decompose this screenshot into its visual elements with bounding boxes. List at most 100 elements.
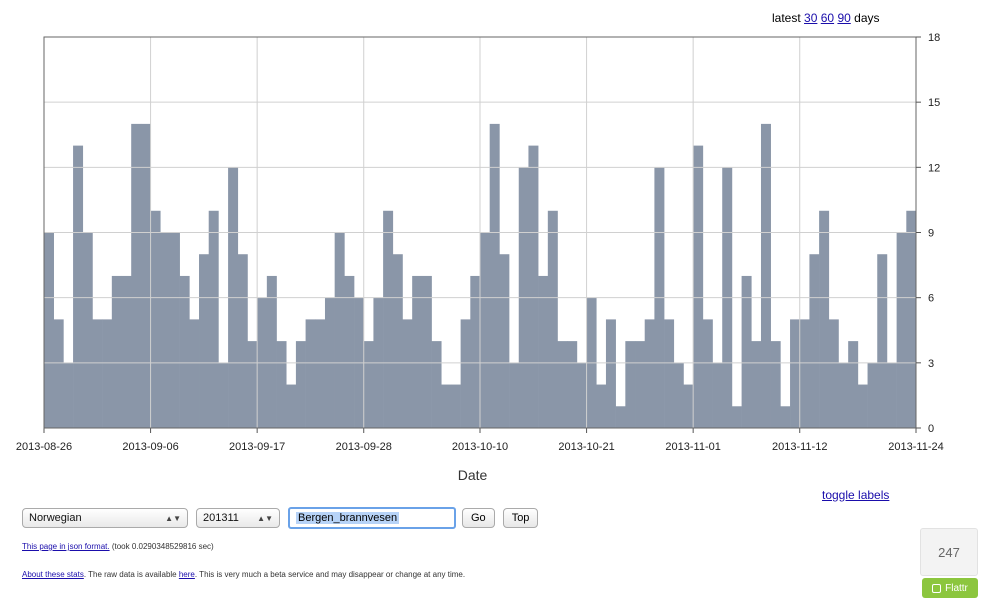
bar xyxy=(906,210,917,428)
x-tick-label: 2013-10-21 xyxy=(558,441,614,453)
timing-text: (took 0.0290348529816 sec) xyxy=(111,542,214,551)
bar xyxy=(431,341,442,428)
bar xyxy=(247,341,258,428)
range-30-link[interactable]: 30 xyxy=(804,11,818,25)
bar xyxy=(344,275,355,428)
range-90-link[interactable]: 90 xyxy=(837,11,851,25)
x-tick-label: 2013-10-10 xyxy=(452,441,508,453)
bar xyxy=(334,232,345,428)
bar xyxy=(121,275,132,428)
bar xyxy=(460,319,471,428)
days-label: days xyxy=(854,11,880,25)
bar xyxy=(412,275,423,428)
top-button[interactable]: Top xyxy=(502,508,539,528)
bar xyxy=(567,341,578,428)
bar xyxy=(140,123,151,428)
x-tick-label: 2013-11-01 xyxy=(665,441,720,453)
bar xyxy=(44,232,54,428)
bar xyxy=(605,319,616,428)
bar xyxy=(489,123,500,428)
bar xyxy=(131,123,142,428)
bar xyxy=(150,210,161,428)
bar xyxy=(576,362,587,428)
bar xyxy=(741,275,752,428)
bar xyxy=(712,362,723,428)
bar xyxy=(693,145,704,428)
y-tick-label: 9 xyxy=(928,228,934,240)
article-input[interactable]: Bergen_brannvesen xyxy=(288,507,456,529)
bar xyxy=(53,319,64,428)
x-axis-title: Date xyxy=(457,467,488,483)
bar xyxy=(266,275,277,428)
x-tick-label: 2013-11-12 xyxy=(772,441,827,453)
bar xyxy=(402,319,413,428)
range-selector: latest 30 60 90 days xyxy=(772,11,880,25)
bar xyxy=(315,319,326,428)
flattr-button[interactable]: Flattr xyxy=(922,578,978,598)
month-select[interactable]: 201311 ▲▼ xyxy=(196,508,280,528)
bar xyxy=(790,319,801,428)
y-tick-label: 15 xyxy=(928,97,940,109)
y-tick-label: 0 xyxy=(928,423,934,435)
y-tick-label: 6 xyxy=(928,293,934,305)
bar xyxy=(664,319,675,428)
page-views-chart: 2013-08-26 2013-09-06 2013-09-17 2013-09-28… xyxy=(16,32,944,453)
json-line: This page in json format. (took 0.029034… xyxy=(22,542,214,551)
bar xyxy=(615,406,626,428)
select-arrows-icon: ▲▼ xyxy=(165,513,181,523)
bar xyxy=(82,232,93,428)
bar xyxy=(480,232,490,428)
bar xyxy=(102,319,113,428)
flattr-icon xyxy=(932,583,942,593)
x-tick-label: 2013-08-26 xyxy=(16,441,72,453)
language-value: Norwegian xyxy=(29,512,82,524)
flattr-count: 247 xyxy=(920,528,978,576)
bar xyxy=(295,341,306,428)
bar xyxy=(383,210,394,428)
bar xyxy=(538,275,549,428)
bar xyxy=(92,319,103,428)
bar xyxy=(499,254,510,428)
go-button[interactable]: Go xyxy=(462,508,495,528)
bar xyxy=(169,232,180,428)
x-tick-label: 2013-09-17 xyxy=(229,441,285,453)
bar xyxy=(819,210,830,428)
bar xyxy=(450,384,461,428)
bar xyxy=(189,319,200,428)
bar xyxy=(392,254,403,428)
bar xyxy=(218,362,229,428)
bar xyxy=(73,145,84,428)
flattr-label: Flattr xyxy=(945,582,968,594)
bar xyxy=(857,384,868,428)
x-tick-label: 2013-11-24 xyxy=(888,441,943,453)
about-line: About these stats. The raw data is avail… xyxy=(22,570,465,579)
bar xyxy=(896,232,907,428)
about-stats-link[interactable]: About these stats xyxy=(22,570,84,579)
article-value: Bergen_brannvesen xyxy=(296,512,400,524)
query-controls: Norwegian ▲▼ 201311 ▲▼ Bergen_brannvesen… xyxy=(22,505,546,531)
bar xyxy=(470,275,481,428)
bar xyxy=(799,319,810,428)
bar xyxy=(751,341,762,428)
json-format-link[interactable]: This page in json format. xyxy=(22,542,110,551)
bar xyxy=(644,319,655,428)
range-60-link[interactable]: 60 xyxy=(820,11,835,25)
toggle-labels-link[interactable]: toggle labels xyxy=(822,488,890,502)
bar xyxy=(886,362,897,428)
bar xyxy=(877,254,888,428)
bar xyxy=(780,406,791,428)
y-tick-label: 12 xyxy=(928,162,940,174)
bar xyxy=(848,341,859,428)
y-tick-label: 18 xyxy=(928,32,940,44)
language-select[interactable]: Norwegian ▲▼ xyxy=(22,508,188,528)
latest-label: latest xyxy=(772,11,801,25)
bar xyxy=(305,319,316,428)
bar xyxy=(179,275,190,428)
raw-data-here-link[interactable]: here xyxy=(178,570,195,579)
bar xyxy=(635,341,646,428)
bar xyxy=(441,384,452,428)
bar xyxy=(838,362,849,428)
bar xyxy=(111,275,122,428)
bar xyxy=(596,384,607,428)
bar xyxy=(509,362,520,428)
